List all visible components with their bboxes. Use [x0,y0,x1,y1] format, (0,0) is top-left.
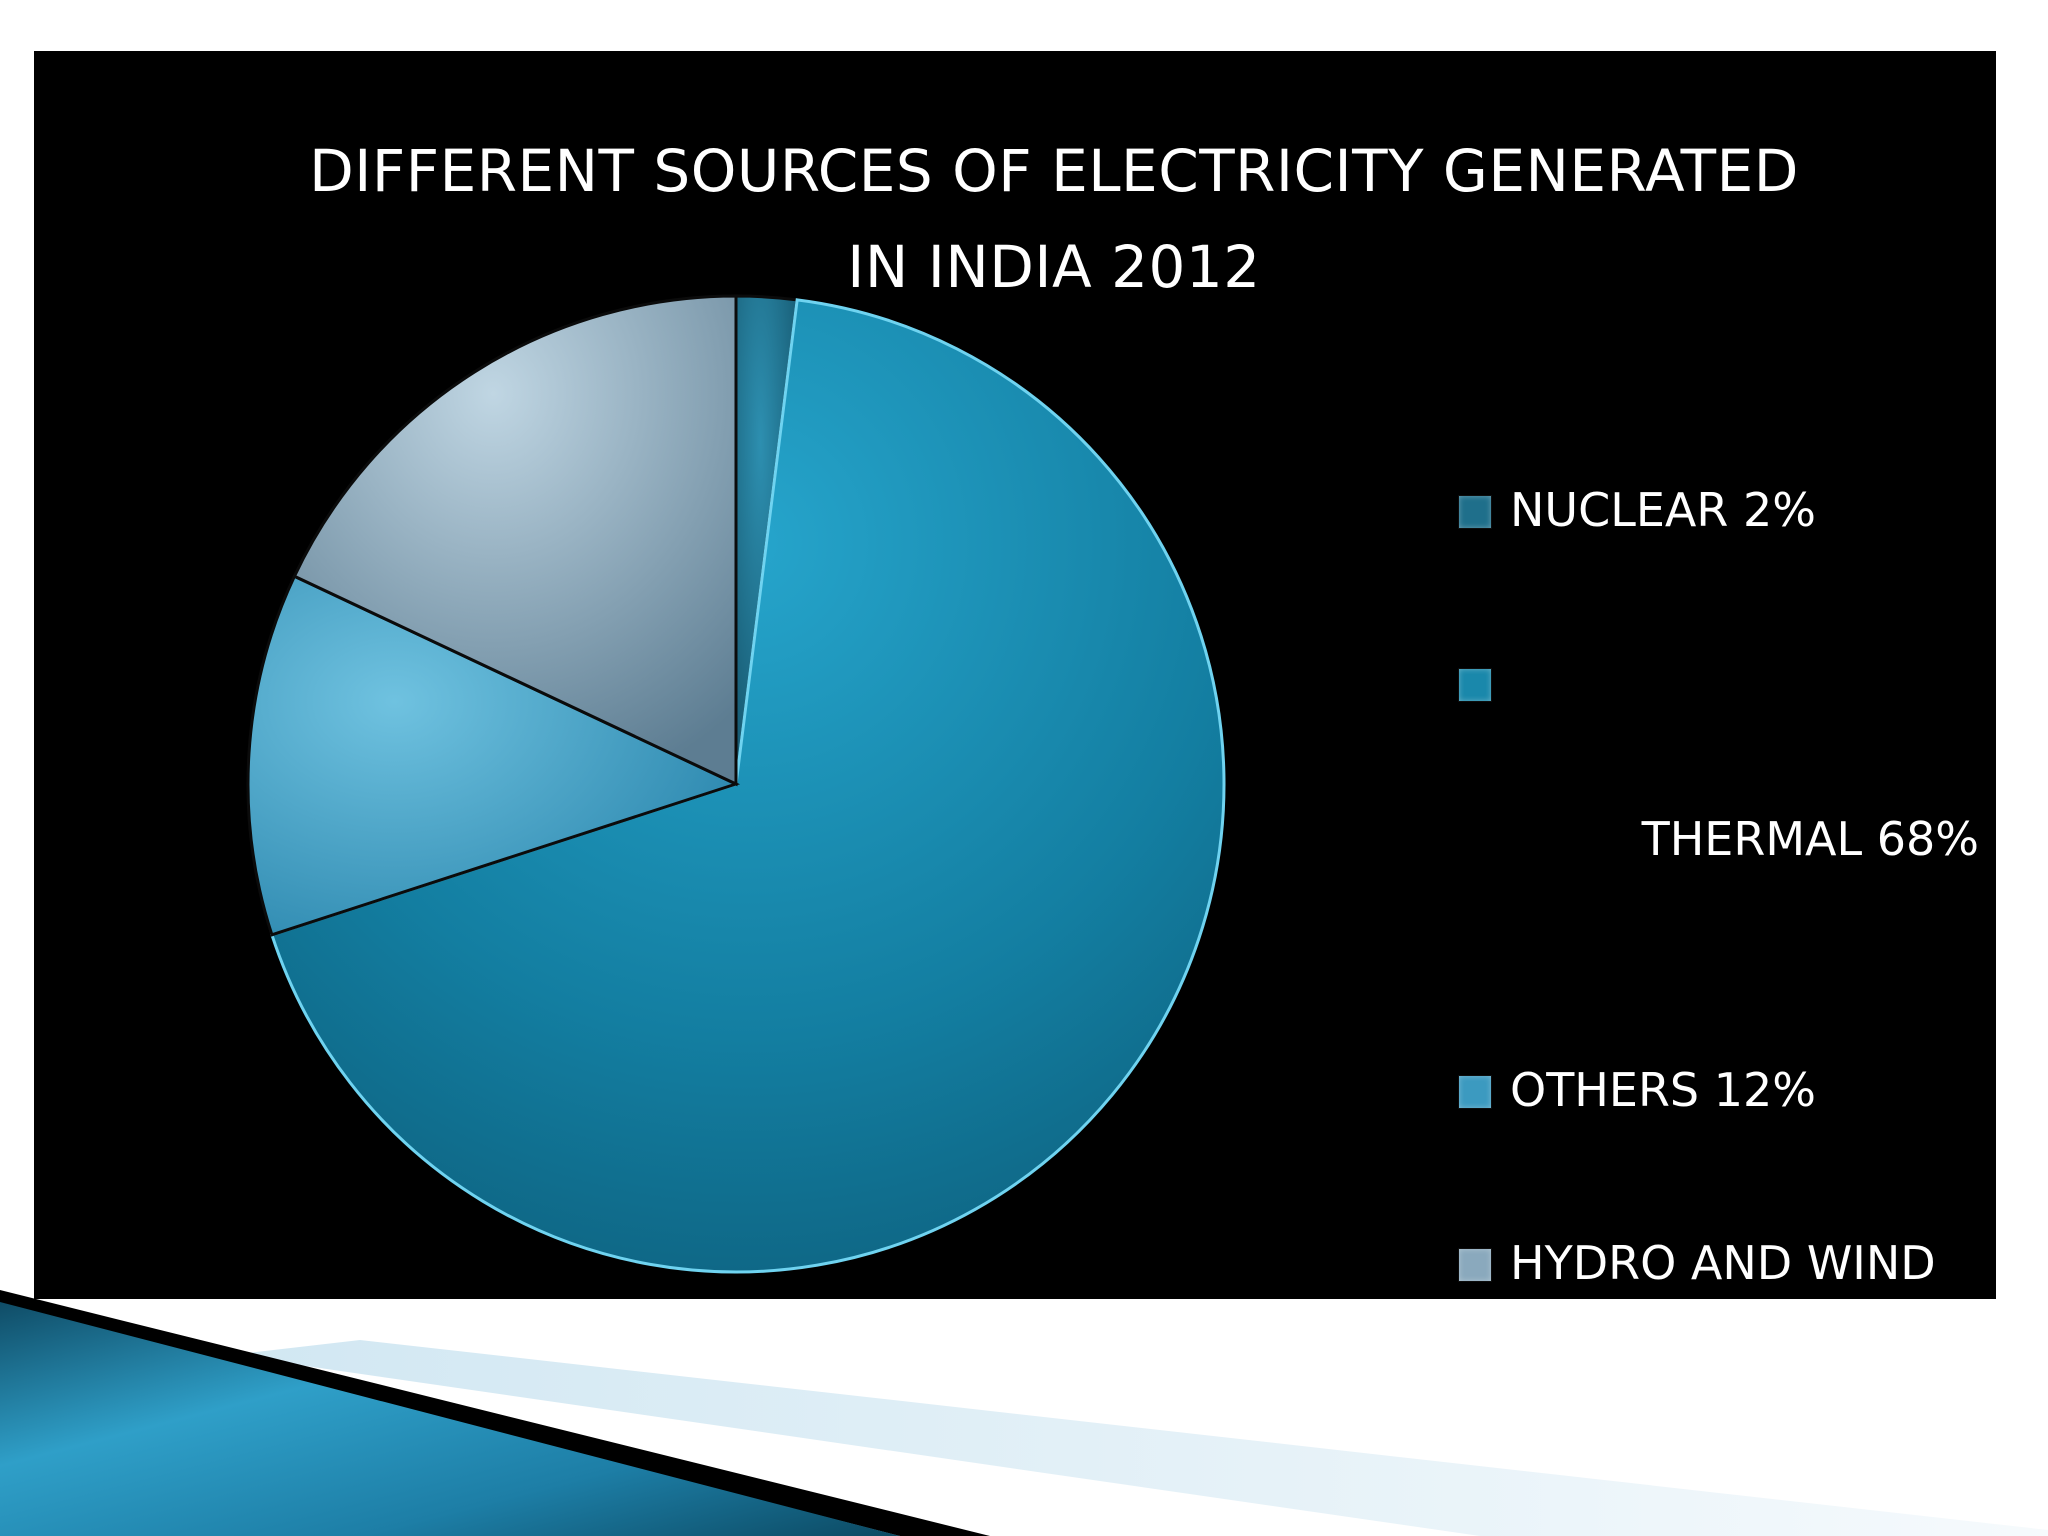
legend-swatch-nuclear [1458,495,1492,529]
legend-label-others: OTHERS 12% [1510,1063,1816,1117]
chart-title: DIFFERENT SOURCES OF ELECTRICITY GENERAT… [234,123,1874,315]
pie-slice-hydro-wind [292,294,738,787]
chart-legend: NUCLEAR 2% THERMAL 68% OTHERS 12% HYDRO … [1458,471,1979,1380]
legend-label-hydro-wind: HYDRO AND WIND POWER 18% [1510,1236,1936,1368]
legend-item-hydro-wind: HYDRO AND WIND POWER 18% [1458,1224,1978,1380]
pie-slices [246,294,1226,1274]
footer-pale-band [230,1340,2048,1536]
pie-chart [246,294,1226,1274]
legend-swatch-thermal [1458,668,1492,702]
chart-panel: DIFFERENT SOURCES OF ELECTRICITY GENERAT… [34,51,1996,1368]
footer-blue-wedge [0,1302,900,1536]
chart-title-line1: DIFFERENT SOURCES OF ELECTRICITY GENERAT… [309,137,1799,205]
chart-title-line2: IN INDIA 2012 [847,233,1261,301]
legend-item-others: OTHERS 12% [1458,1051,1978,1129]
footer-decoration [0,1290,2048,1536]
legend-label-thermal: THERMAL 68% [1626,812,1979,866]
pie-slice-thermal [269,298,1226,1274]
legend-item-nuclear: NUCLEAR 2% [1458,471,1978,549]
legend-item-thermal: THERMAL 68% [1458,644,1979,956]
pie-slice-others [246,574,741,937]
legend-swatch-hydro-wind [1458,1248,1492,1282]
legend-swatch-others [1458,1075,1492,1109]
legend-label-nuclear: NUCLEAR 2% [1510,483,1816,537]
